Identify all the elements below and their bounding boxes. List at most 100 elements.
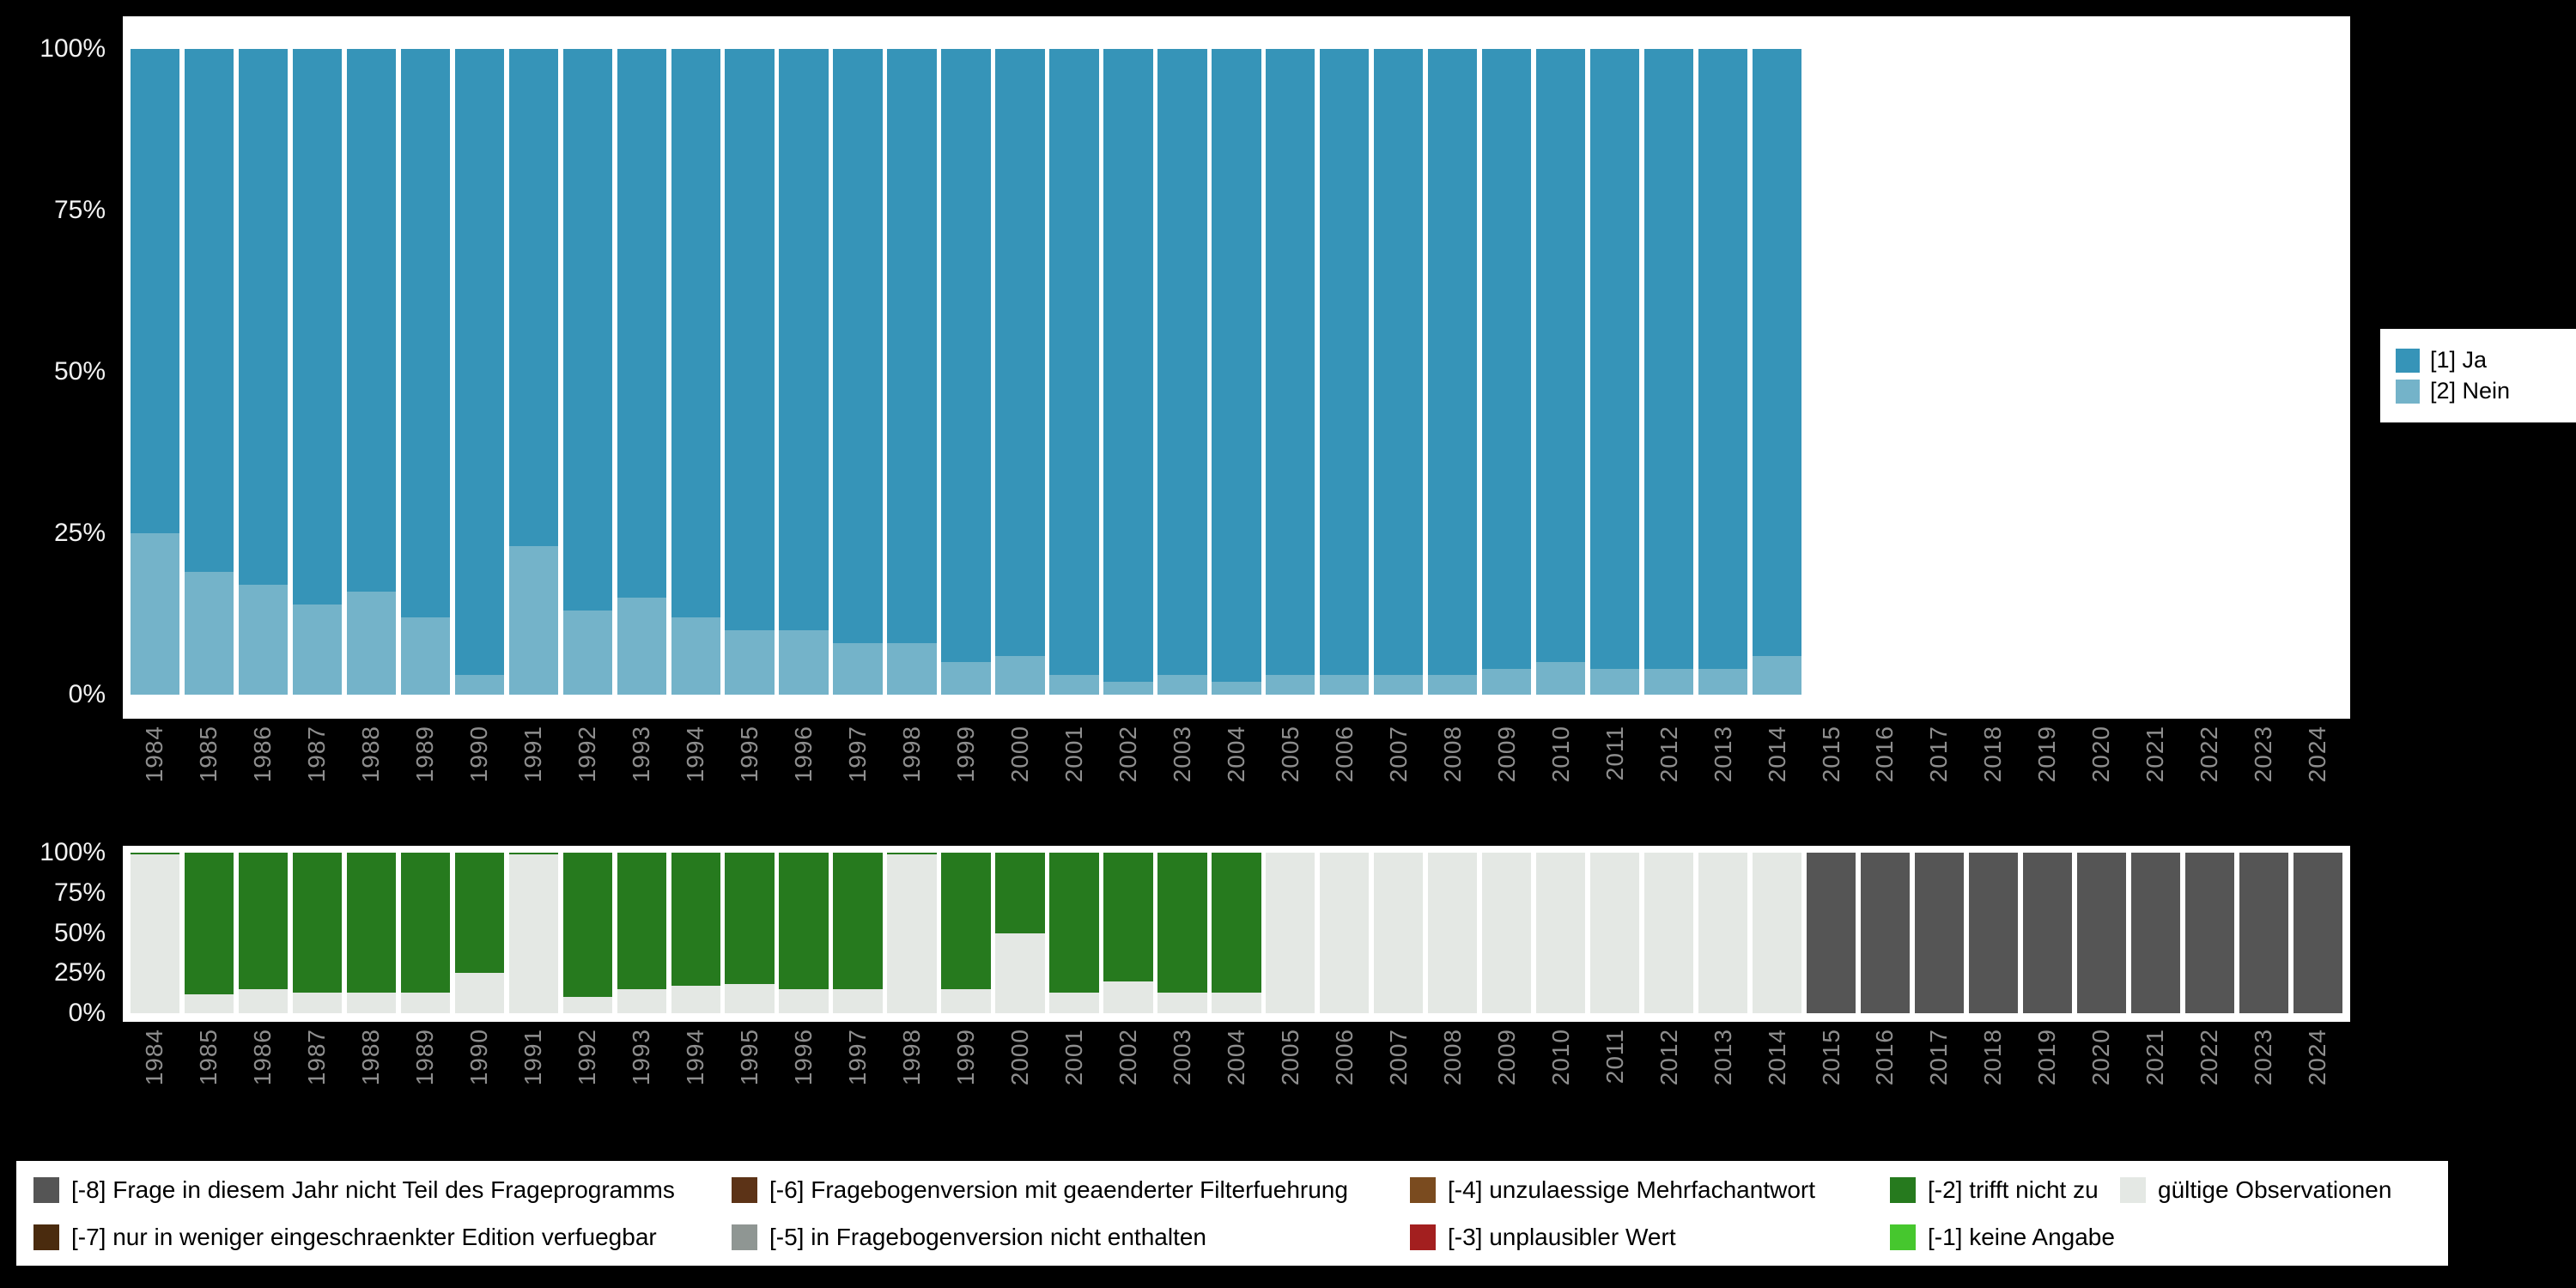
- legend-color-swatch: [1890, 1176, 1916, 1203]
- bar-segment: [1752, 655, 1802, 695]
- year-label-2002: 2002: [1114, 1029, 1141, 1086]
- bar-segment: [184, 993, 234, 1013]
- bar-stack-2013: [1698, 853, 1748, 1013]
- bar-segment: [941, 853, 991, 989]
- year-label-2015: 2015: [1817, 726, 1844, 783]
- x-slot-2022: 2022: [2183, 1029, 2237, 1149]
- bar-segment: [1536, 853, 1586, 1013]
- year-label-2006: 2006: [1330, 726, 1358, 783]
- bar-stack-2012: [1643, 853, 1694, 1013]
- bar-column-2024: [2291, 853, 2345, 1013]
- year-label-1995: 1995: [736, 726, 763, 783]
- bar-column-1994: [669, 49, 723, 695]
- x-slot-2007: 2007: [1371, 726, 1425, 854]
- bar-stack-2020: [2077, 49, 2126, 695]
- bar-stack-1994: [671, 49, 720, 695]
- year-label-1990: 1990: [465, 1029, 493, 1086]
- year-label-2008: 2008: [1438, 1029, 1466, 1086]
- x-slot-2021: 2021: [2129, 1029, 2183, 1149]
- bar-stack-1997: [833, 853, 883, 1013]
- year-label-2024: 2024: [2304, 1029, 2331, 1086]
- x-slot-1991: 1991: [507, 1029, 561, 1149]
- bar-segment: [1589, 49, 1640, 669]
- bar-stack-2015: [1806, 853, 1856, 1013]
- bar-segment: [833, 642, 883, 695]
- year-label-1990: 1990: [465, 726, 493, 783]
- x-slot-2008: 2008: [1425, 726, 1479, 854]
- bar-segment: [995, 49, 1045, 656]
- x-slot-2017: 2017: [1912, 726, 1966, 854]
- missing-legend-item: gültige Observationen: [2120, 1176, 2448, 1204]
- bar-segment: [1536, 49, 1586, 663]
- bar-stack-2015: [1807, 49, 1856, 695]
- bar-segment: [671, 49, 720, 617]
- bar-segment: [1157, 853, 1207, 993]
- x-slot-2000: 2000: [993, 1029, 1048, 1149]
- bar-segment: [2239, 853, 2288, 1013]
- missing-legend-item: [-3] unplausibler Wert: [1410, 1224, 1890, 1251]
- bar-segment: [887, 854, 937, 1013]
- bar-segment: [833, 853, 883, 989]
- bar-column-2000: [993, 853, 1048, 1013]
- bar-segment: [617, 853, 666, 989]
- year-label-2000: 2000: [1005, 726, 1033, 783]
- legend-item-label: [-2] trifft nicht zu: [1928, 1176, 2099, 1203]
- bar-column-2007: [1371, 853, 1425, 1013]
- year-label-1987: 1987: [303, 726, 331, 783]
- bar-stack-2018: [1969, 49, 2018, 695]
- x-slot-2005: 2005: [1263, 726, 1317, 854]
- x-slot-2001: 2001: [1047, 1029, 1101, 1149]
- bar-stack-1985: [184, 853, 234, 1013]
- bar-column-2018: [1966, 49, 2020, 695]
- x-slot-2012: 2012: [1642, 726, 1696, 854]
- bar-stack-2018: [1968, 853, 2019, 1013]
- bottom-chart-y-axis: 0% 25% 50% 75% 100%: [0, 840, 114, 1026]
- bar-column-1995: [723, 853, 777, 1013]
- x-slot-2002: 2002: [1101, 726, 1155, 854]
- year-label-2011: 2011: [1601, 726, 1628, 781]
- bar-column-2013: [1696, 49, 1750, 695]
- bar-stack-1998: [887, 49, 937, 695]
- bar-segment: [671, 617, 720, 695]
- bar-column-2000: [993, 49, 1048, 695]
- bar-segment: [1752, 853, 1802, 1013]
- bar-segment: [346, 853, 397, 993]
- year-label-2017: 2017: [1925, 1029, 1953, 1086]
- y-tick-label: 50%: [53, 918, 106, 947]
- bar-column-1997: [831, 49, 885, 695]
- bar-stack-2006: [1320, 49, 1370, 695]
- bar-segment: [1698, 668, 1748, 695]
- bar-stack-2014: [1752, 853, 1802, 1013]
- bar-segment: [562, 49, 612, 611]
- bar-segment: [833, 988, 883, 1013]
- bar-segment: [562, 997, 612, 1013]
- legend-item-label: [1] Ja: [2430, 347, 2488, 373]
- x-slot-1989: 1989: [398, 726, 453, 854]
- missing-legend-item: [-7] nur in weniger eingeschraenkter Edi…: [33, 1224, 732, 1251]
- bar-column-2022: [2183, 853, 2237, 1013]
- bar-stack-1995: [725, 853, 775, 1013]
- missing-legend-item: [-5] in Fragebogenversion nicht enthalte…: [732, 1224, 1410, 1251]
- x-slot-2018: 2018: [1966, 1029, 2020, 1149]
- year-label-2010: 2010: [1546, 1029, 1574, 1086]
- year-label-2006: 2006: [1330, 1029, 1358, 1086]
- bar-stack-2014: [1752, 49, 1802, 695]
- bar-segment: [346, 49, 397, 592]
- x-slot-1992: 1992: [561, 726, 615, 854]
- bar-segment: [1103, 49, 1153, 682]
- bar-segment: [1860, 853, 1911, 1013]
- year-label-2008: 2008: [1438, 726, 1466, 783]
- year-label-1984: 1984: [141, 1029, 168, 1086]
- bar-column-2003: [1155, 49, 1209, 695]
- x-slot-1998: 1998: [885, 726, 939, 854]
- bar-column-2010: [1534, 853, 1588, 1013]
- bar-column-1992: [561, 49, 615, 695]
- bar-segment: [779, 629, 829, 695]
- bar-stack-1995: [725, 49, 775, 695]
- year-label-2022: 2022: [2196, 1029, 2223, 1086]
- bar-column-1995: [723, 49, 777, 695]
- bar-column-1997: [831, 853, 885, 1013]
- bar-segment: [2130, 853, 2180, 1013]
- legend-color-swatch: [732, 1176, 757, 1203]
- bar-stack-2001: [1049, 49, 1099, 695]
